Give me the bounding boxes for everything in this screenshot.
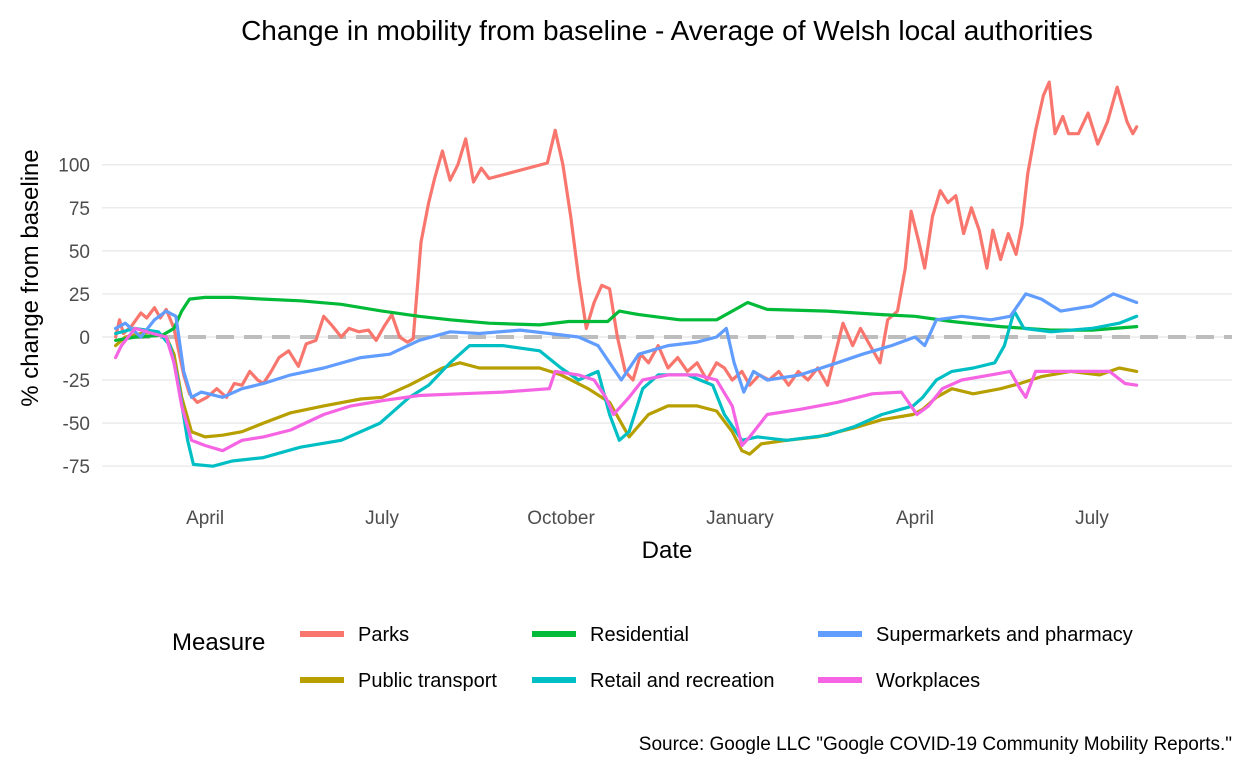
legend-label-supermarkets-and-pharmacy: Supermarkets and pharmacy — [876, 624, 1133, 646]
x-tick-label: April — [186, 508, 224, 529]
series-lines — [114, 80, 1139, 468]
x-axis-ticks: April July October January April July — [186, 508, 1109, 529]
series-line-retail-and-recreation — [114, 309, 1139, 468]
x-tick-label: April — [896, 508, 934, 529]
x-tick-label: October — [527, 508, 595, 529]
series-line-workplaces — [114, 326, 1139, 453]
y-axis-ticks: 100 75 50 25 0 -25 -50 -75 — [58, 156, 90, 478]
y-tick-label: 0 — [79, 328, 90, 349]
legend-label-retail-and-recreation: Retail and recreation — [590, 670, 775, 692]
legend-label-parks: Parks — [358, 624, 409, 646]
legend-label-public-transport: Public transport — [358, 670, 497, 692]
y-tick-label: 75 — [69, 199, 90, 220]
legend-title: Measure — [172, 629, 265, 656]
x-axis-title: Date — [642, 537, 693, 564]
y-tick-label: 100 — [58, 156, 90, 177]
legend-label-residential: Residential — [590, 624, 689, 646]
source-caption: Source: Google LLC "Google COVID-19 Comm… — [639, 734, 1232, 755]
legend-label-workplaces: Workplaces — [876, 670, 980, 692]
y-tick-label: 50 — [69, 242, 90, 263]
x-tick-label: July — [1075, 508, 1109, 529]
x-tick-label: January — [706, 508, 774, 529]
chart-title: Change in mobility from baseline - Avera… — [241, 15, 1093, 46]
y-tick-label: 25 — [69, 285, 90, 306]
x-tick-label: July — [365, 508, 399, 529]
series-line-public-transport — [114, 330, 1139, 456]
legend: Parks Public transport Residential Retail a… — [300, 624, 1133, 692]
series-line-supermarkets-and-pharmacy — [114, 292, 1139, 399]
series-line-parks — [114, 80, 1139, 404]
series-line-residential — [114, 295, 1139, 342]
y-tick-label: -25 — [63, 371, 90, 392]
y-axis-title: % change from baseline — [17, 149, 44, 406]
y-tick-label: -75 — [63, 457, 90, 478]
y-tick-label: -50 — [63, 414, 90, 435]
